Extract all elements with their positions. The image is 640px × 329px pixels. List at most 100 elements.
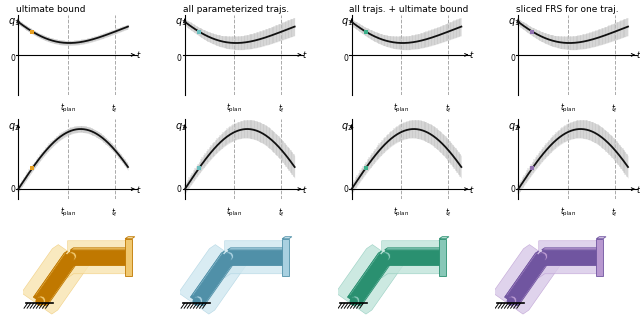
Polygon shape bbox=[228, 250, 284, 265]
Circle shape bbox=[539, 252, 548, 261]
Text: $t_{\mathrm{plan}}$: $t_{\mathrm{plan}}$ bbox=[393, 206, 409, 219]
Circle shape bbox=[36, 298, 44, 305]
Polygon shape bbox=[539, 237, 602, 278]
Text: $t$: $t$ bbox=[136, 184, 141, 195]
Text: $t_{\mathrm{f}}$: $t_{\mathrm{f}}$ bbox=[445, 206, 452, 219]
Circle shape bbox=[508, 296, 516, 305]
Text: $t_{\mathrm{f}}$: $t_{\mathrm{f}}$ bbox=[611, 102, 618, 115]
Circle shape bbox=[67, 254, 74, 261]
Polygon shape bbox=[439, 239, 446, 276]
Text: $t$: $t$ bbox=[302, 184, 308, 195]
Polygon shape bbox=[282, 239, 289, 276]
Text: $t_{\mathrm{f}}$: $t_{\mathrm{f}}$ bbox=[611, 206, 618, 219]
Polygon shape bbox=[385, 250, 441, 265]
Text: $q_1$: $q_1$ bbox=[508, 16, 520, 28]
Text: 0: 0 bbox=[177, 54, 182, 63]
Polygon shape bbox=[541, 263, 602, 265]
Text: 0: 0 bbox=[177, 186, 182, 194]
Text: $q_1$: $q_1$ bbox=[341, 16, 353, 28]
Polygon shape bbox=[493, 245, 560, 314]
Polygon shape bbox=[33, 253, 77, 306]
Text: $q_1$: $q_1$ bbox=[175, 16, 186, 28]
Circle shape bbox=[36, 296, 45, 305]
Polygon shape bbox=[125, 237, 135, 239]
Polygon shape bbox=[385, 248, 444, 250]
Polygon shape bbox=[517, 260, 551, 306]
Polygon shape bbox=[596, 239, 603, 276]
Polygon shape bbox=[335, 245, 403, 314]
Circle shape bbox=[351, 296, 360, 305]
Circle shape bbox=[381, 254, 388, 261]
Polygon shape bbox=[282, 237, 292, 239]
Text: 0: 0 bbox=[510, 54, 515, 63]
Text: 0: 0 bbox=[10, 186, 15, 194]
Polygon shape bbox=[541, 248, 602, 250]
Polygon shape bbox=[225, 237, 287, 278]
Polygon shape bbox=[70, 248, 130, 250]
Polygon shape bbox=[596, 237, 606, 239]
Polygon shape bbox=[228, 248, 287, 250]
Text: $t_{\mathrm{plan}}$: $t_{\mathrm{plan}}$ bbox=[559, 206, 576, 219]
Text: $q_2$: $q_2$ bbox=[508, 121, 520, 133]
Polygon shape bbox=[505, 253, 548, 306]
Text: $t$: $t$ bbox=[469, 49, 475, 61]
Polygon shape bbox=[541, 250, 598, 265]
Text: $t$: $t$ bbox=[136, 49, 141, 61]
Polygon shape bbox=[179, 245, 246, 314]
Polygon shape bbox=[505, 251, 539, 297]
Circle shape bbox=[381, 252, 390, 261]
Polygon shape bbox=[45, 260, 79, 306]
Text: $t_{\mathrm{plan}}$: $t_{\mathrm{plan}}$ bbox=[60, 206, 76, 219]
Text: $t_{\mathrm{plan}}$: $t_{\mathrm{plan}}$ bbox=[226, 102, 243, 115]
Polygon shape bbox=[360, 260, 394, 306]
Text: $q_2$: $q_2$ bbox=[8, 121, 20, 133]
Circle shape bbox=[193, 298, 200, 305]
Text: $t_{\mathrm{f}}$: $t_{\mathrm{f}}$ bbox=[278, 102, 285, 115]
Text: 0: 0 bbox=[344, 54, 348, 63]
Polygon shape bbox=[68, 237, 130, 278]
Polygon shape bbox=[228, 263, 287, 265]
Text: $t_{\mathrm{plan}}$: $t_{\mathrm{plan}}$ bbox=[60, 102, 76, 115]
Text: $t$: $t$ bbox=[469, 184, 475, 195]
Polygon shape bbox=[381, 237, 444, 278]
Text: all trajs. + ultimate bound: all trajs. + ultimate bound bbox=[349, 5, 468, 14]
Circle shape bbox=[194, 296, 203, 305]
Text: $q_1$: $q_1$ bbox=[8, 16, 20, 28]
Polygon shape bbox=[439, 237, 449, 239]
Polygon shape bbox=[191, 251, 225, 297]
Polygon shape bbox=[21, 245, 89, 314]
Circle shape bbox=[507, 298, 515, 305]
Text: $t_{\mathrm{plan}}$: $t_{\mathrm{plan}}$ bbox=[559, 102, 576, 115]
Polygon shape bbox=[203, 260, 237, 306]
Text: $q_2$: $q_2$ bbox=[175, 121, 186, 133]
Circle shape bbox=[224, 254, 231, 261]
Text: $t_{\mathrm{f}}$: $t_{\mathrm{f}}$ bbox=[278, 206, 285, 219]
Polygon shape bbox=[191, 253, 234, 306]
Text: sliced FRS for one traj.: sliced FRS for one traj. bbox=[516, 5, 619, 14]
Circle shape bbox=[538, 254, 545, 261]
Text: $t$: $t$ bbox=[636, 184, 640, 195]
Polygon shape bbox=[70, 250, 127, 265]
Text: $t_{\mathrm{plan}}$: $t_{\mathrm{plan}}$ bbox=[393, 102, 409, 115]
Text: $t_{\mathrm{f}}$: $t_{\mathrm{f}}$ bbox=[111, 206, 118, 219]
Polygon shape bbox=[33, 251, 67, 297]
Polygon shape bbox=[348, 251, 381, 297]
Text: $q_2$: $q_2$ bbox=[341, 121, 353, 133]
Polygon shape bbox=[125, 239, 132, 276]
Text: $t_{\mathrm{plan}}$: $t_{\mathrm{plan}}$ bbox=[226, 206, 243, 219]
Text: $t$: $t$ bbox=[636, 49, 640, 61]
Text: ultimate bound: ultimate bound bbox=[16, 5, 86, 14]
Text: $t_{\mathrm{f}}$: $t_{\mathrm{f}}$ bbox=[445, 102, 452, 115]
Text: all parameterized trajs.: all parameterized trajs. bbox=[182, 5, 289, 14]
Text: 0: 0 bbox=[344, 186, 348, 194]
Polygon shape bbox=[348, 253, 390, 306]
Polygon shape bbox=[70, 263, 130, 265]
Text: $t_{\mathrm{f}}$: $t_{\mathrm{f}}$ bbox=[111, 102, 118, 115]
Text: 0: 0 bbox=[510, 186, 515, 194]
Text: $t$: $t$ bbox=[302, 49, 308, 61]
Circle shape bbox=[225, 252, 234, 261]
Polygon shape bbox=[385, 263, 444, 265]
Circle shape bbox=[68, 252, 76, 261]
Text: 0: 0 bbox=[10, 54, 15, 63]
Circle shape bbox=[350, 298, 357, 305]
